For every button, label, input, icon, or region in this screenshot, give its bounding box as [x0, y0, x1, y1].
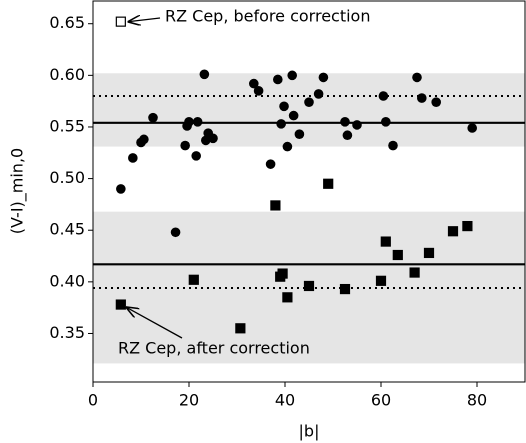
point [201, 135, 211, 146]
y-tick-label: 0.35 [49, 323, 85, 342]
point [270, 200, 281, 211]
point [148, 112, 158, 123]
point [208, 133, 218, 144]
point [339, 283, 351, 295]
point [199, 69, 210, 80]
y-tick-label: 0.55 [49, 116, 85, 135]
point [128, 153, 138, 163]
point [388, 140, 398, 151]
point [276, 119, 286, 129]
x-tick-label: 0 [88, 391, 98, 410]
annotation: RZ Cep, before correction [165, 7, 370, 26]
point [409, 267, 420, 278]
point [282, 292, 293, 303]
point [340, 117, 350, 127]
point [265, 159, 276, 169]
point [279, 101, 289, 112]
point [253, 86, 264, 96]
x-tick-label: 20 [179, 391, 199, 410]
point [313, 89, 324, 99]
annotation-arrow [129, 18, 161, 22]
point [287, 70, 298, 81]
band [93, 73, 525, 147]
point [273, 74, 283, 85]
point [378, 91, 389, 101]
x-axis-label: |b| [299, 422, 320, 441]
point [192, 117, 203, 127]
point [235, 323, 246, 334]
point [115, 16, 126, 27]
point [184, 117, 194, 127]
y-tick-label: 0.45 [49, 220, 85, 239]
point [423, 247, 435, 259]
point [342, 130, 353, 141]
point [191, 151, 201, 161]
y-tick-label: 0.50 [49, 168, 85, 187]
point [170, 227, 181, 238]
point [380, 236, 391, 247]
point [392, 249, 403, 261]
annotation: RZ Cep, after correction [118, 339, 310, 358]
point [180, 140, 190, 151]
x-tick-label: 80 [467, 391, 487, 410]
point [282, 141, 293, 152]
point [431, 97, 442, 107]
point [447, 226, 459, 237]
y-tick-label: 0.65 [49, 13, 85, 32]
point [304, 97, 314, 107]
y-tick-label: 0.60 [49, 65, 85, 84]
point [115, 299, 126, 310]
point [303, 280, 315, 292]
point [412, 72, 422, 83]
point [417, 93, 427, 103]
y-tick-label: 0.40 [49, 271, 85, 290]
point [294, 129, 305, 139]
point [318, 72, 329, 83]
point [381, 117, 391, 127]
plot-frame [92, 0, 526, 383]
point [277, 268, 288, 279]
point [467, 123, 478, 133]
point [139, 134, 149, 145]
point [288, 110, 299, 121]
x-tick-label: 40 [275, 391, 295, 410]
point [323, 178, 334, 189]
point [352, 120, 362, 130]
x-tick-label: 60 [371, 391, 391, 410]
point [188, 274, 199, 285]
point [462, 220, 473, 232]
annotation-arrow [127, 308, 183, 339]
y-axis-label: (V-I)_min,0 [8, 148, 28, 234]
point [249, 78, 259, 89]
point [375, 275, 387, 286]
point [116, 184, 126, 194]
